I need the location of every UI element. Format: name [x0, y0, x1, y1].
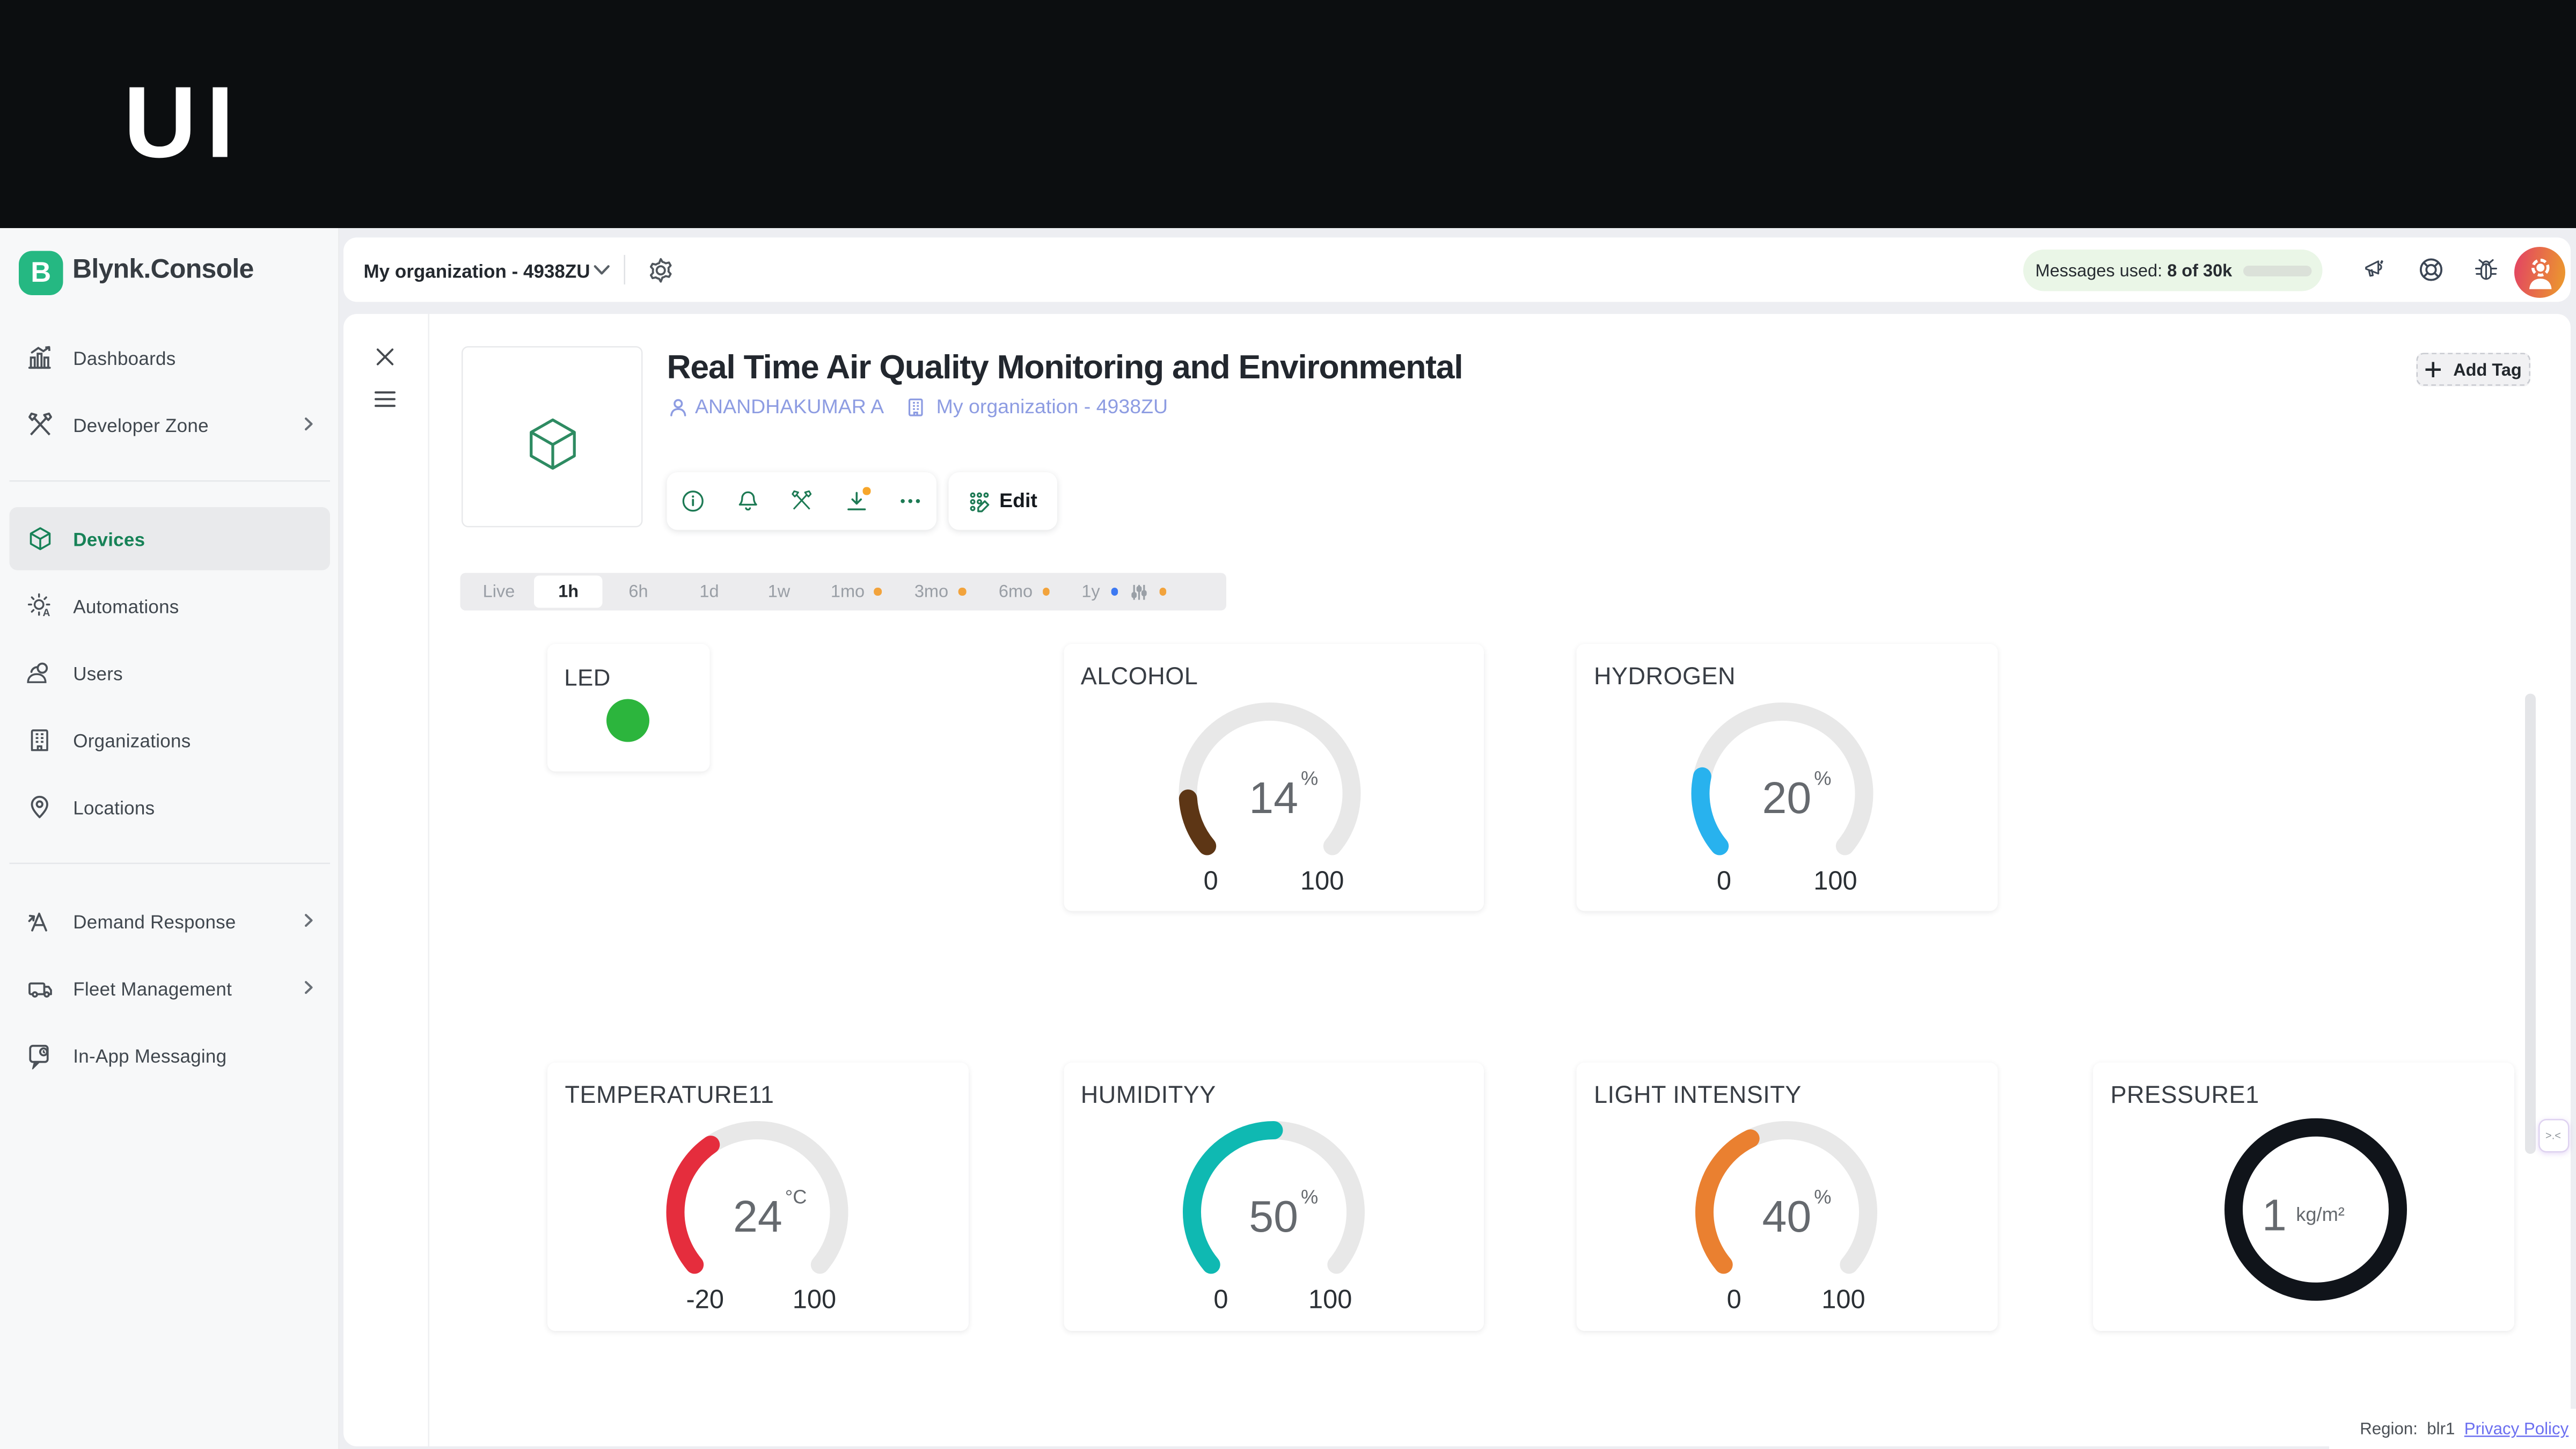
svg-text:A: A — [42, 608, 49, 619]
